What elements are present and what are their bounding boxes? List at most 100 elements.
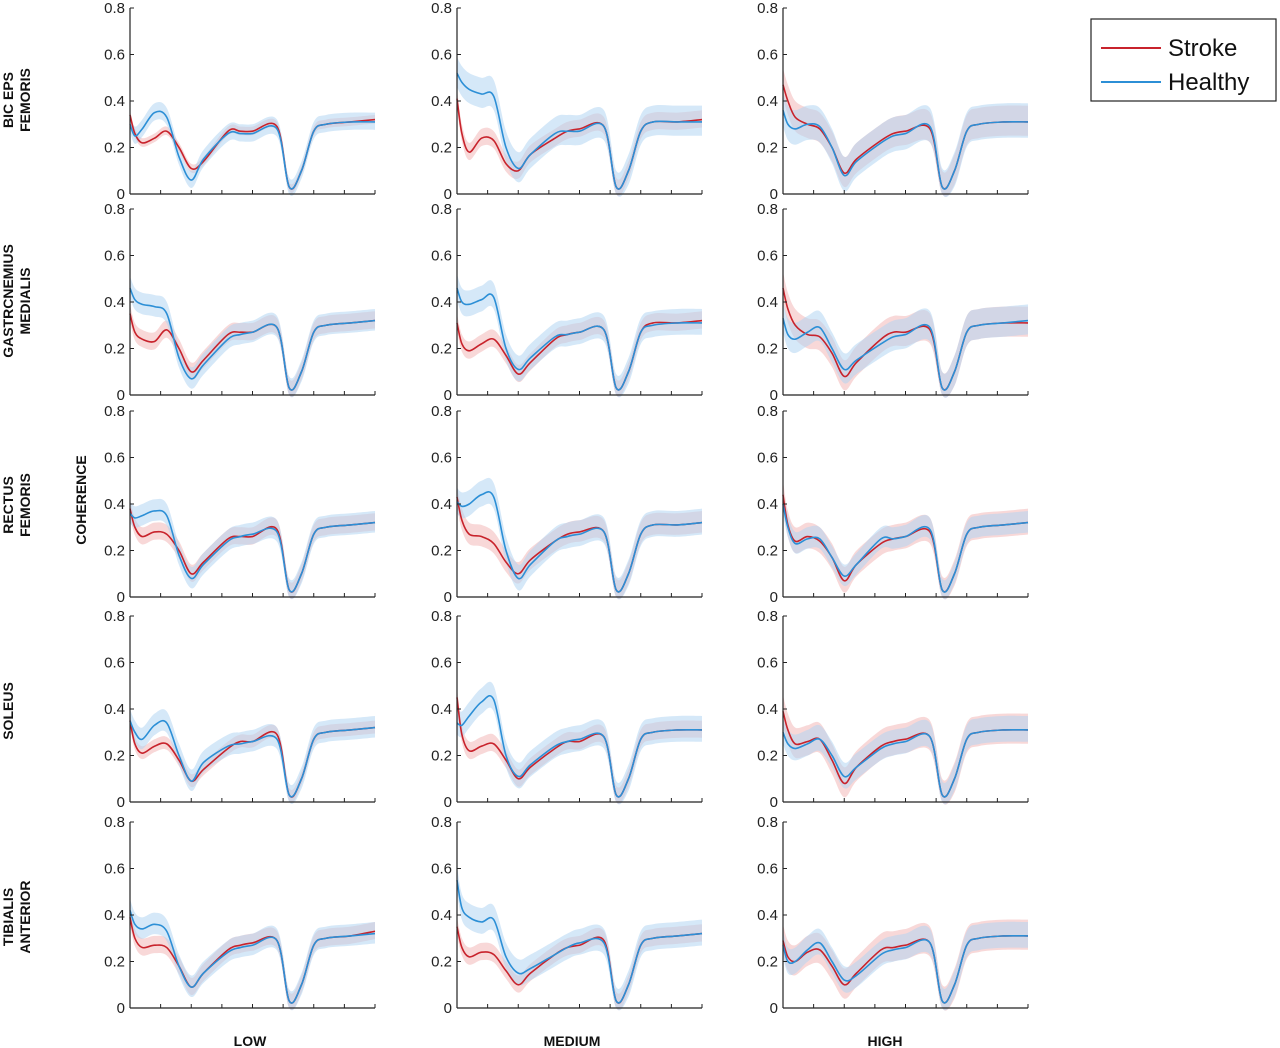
legend: Stroke Healthy xyxy=(1090,18,1277,102)
panel-r2-c0: 0 0.2 0.4 0.6 0.8 xyxy=(104,403,376,606)
row-label-4-line-0: TIBIALIS xyxy=(0,888,16,946)
panel-r2-c1: 0 0.2 0.4 0.6 0.8 xyxy=(431,403,703,606)
healthy-band-r1-c0 xyxy=(130,276,375,398)
y-tick-label-r2-c1-0: 0 xyxy=(444,589,452,606)
y-tick-label-r2-c0-2: 0.4 xyxy=(104,496,125,513)
panel-r4-c0: 0 0.2 0.4 0.6 0.8 xyxy=(104,814,376,1017)
y-tick-label-r2-c0-4: 0.8 xyxy=(104,403,125,420)
row-label-2-line-1: FEMORIS xyxy=(17,473,33,537)
y-tick-label-r1-c0-4: 0.8 xyxy=(104,201,125,218)
y-tick-label-r0-c1-3: 0.6 xyxy=(431,47,452,64)
healthy-band-r4-c2 xyxy=(783,921,1028,1011)
y-tick-label-r0-c0-3: 0.6 xyxy=(104,47,125,64)
panels-layer: 00.20.40.60.800.20.40.60.800.20.40.60.80… xyxy=(104,0,1029,1017)
y-tick-label-r2-c2-1: 0.2 xyxy=(757,543,778,560)
healthy-line-r0-c2 xyxy=(782,110,1029,190)
y-tick-label-r1-c1-2: 0.4 xyxy=(431,294,452,311)
panel-r0-c2: 0 0.2 0.4 0.6 0.8 xyxy=(757,0,1029,203)
y-tick-label-r3-c0-1: 0.2 xyxy=(104,748,125,765)
y-tick-label-r1-c0-0: 0 xyxy=(117,387,125,404)
y-tick-label-r4-c2-2: 0.4 xyxy=(757,907,778,924)
healthy-band-r2-c2 xyxy=(783,492,1028,600)
column-label-1: MEDIUM xyxy=(544,1033,601,1048)
y-tick-label-r3-c0-2: 0.4 xyxy=(104,701,125,718)
healthy-line-r2-c2 xyxy=(782,503,1029,593)
y-tick-label-r1-c1-3: 0.6 xyxy=(431,248,452,265)
healthy-line-r3-c2 xyxy=(782,728,1029,798)
y-tick-label-r3-c2-4: 0.8 xyxy=(757,608,778,625)
row-label-4-line-1: ANTERIOR xyxy=(17,880,33,953)
y-tick-label-r4-c2-1: 0.2 xyxy=(757,954,778,971)
y-tick-label-r3-c1-3: 0.6 xyxy=(431,655,452,672)
y-tick-label-r4-c0-3: 0.6 xyxy=(104,861,125,878)
y-tick-label-r4-c0-1: 0.2 xyxy=(104,954,125,971)
y-tick-label-r0-c1-2: 0.4 xyxy=(431,93,452,110)
healthy-band-r4-c0 xyxy=(130,898,375,1011)
y-tick-label-r1-c1-1: 0.2 xyxy=(431,341,452,358)
column-label-2: HIGH xyxy=(868,1033,903,1048)
y-tick-label-r1-c2-1: 0.2 xyxy=(757,341,778,358)
row-label-1-line-0: GASTRCNEMIUS xyxy=(0,244,16,358)
y-tick-label-r0-c0-1: 0.2 xyxy=(104,140,125,157)
legend-label-healthy: Healthy xyxy=(1168,69,1249,96)
y-tick-label-r1-c2-3: 0.6 xyxy=(757,248,778,265)
panel-r4-c1: 0 0.2 0.4 0.6 0.8 xyxy=(431,814,703,1017)
y-tick-label-r3-c1-4: 0.8 xyxy=(431,608,452,625)
healthy-band-r1-c2 xyxy=(783,302,1028,398)
y-tick-label-r3-c0-3: 0.6 xyxy=(104,655,125,672)
healthy-line-r1-c2 xyxy=(782,318,1029,391)
y-tick-label-r4-c1-0: 0 xyxy=(444,1000,452,1017)
y-tick-label-r0-c2-4: 0.8 xyxy=(757,0,778,17)
healthy-line-r4-c1 xyxy=(456,879,703,1004)
healthy-line-r2-c1 xyxy=(456,491,703,593)
healthy-band-r0-c2 xyxy=(783,91,1028,198)
healthy-band-r3-c2 xyxy=(783,715,1028,805)
y-tick-label-r2-c2-2: 0.4 xyxy=(757,496,778,513)
y-tick-label-r1-c1-0: 0 xyxy=(444,387,452,404)
legend-box xyxy=(1090,18,1277,102)
panel-r4-c2: 0 0.2 0.4 0.6 0.8 xyxy=(757,814,1029,1017)
y-tick-label-r0-c0-4: 0.8 xyxy=(104,0,125,17)
panel-r3-c1: 0 0.2 0.4 0.6 0.8 xyxy=(431,608,703,811)
healthy-line-r0-c0 xyxy=(129,110,376,190)
y-tick-label-r3-c2-1: 0.2 xyxy=(757,748,778,765)
y-tick-label-r4-c1-4: 0.8 xyxy=(431,814,452,831)
y-tick-label-r2-c2-3: 0.6 xyxy=(757,450,778,467)
healthy-band-r2-c1 xyxy=(457,477,702,600)
healthy-line-r4-c0 xyxy=(129,910,376,1004)
y-tick-label-r1-c0-3: 0.6 xyxy=(104,248,125,265)
y-tick-label-r3-c1-2: 0.4 xyxy=(431,701,452,718)
healthy-line-r1-c0 xyxy=(129,287,376,391)
healthy-line-r3-c0 xyxy=(129,719,376,798)
y-tick-label-r0-c0-2: 0.4 xyxy=(104,93,125,110)
y-tick-label-r1-c2-2: 0.4 xyxy=(757,294,778,311)
panel-r3-c2: 0 0.2 0.4 0.6 0.8 xyxy=(757,608,1029,811)
y-tick-label-r4-c0-2: 0.4 xyxy=(104,907,125,924)
y-tick-label-r4-c2-4: 0.8 xyxy=(757,814,778,831)
row-label-2-line-0: RECTUS xyxy=(0,476,16,534)
y-tick-label-r4-c0-4: 0.8 xyxy=(104,814,125,831)
y-tick-label-r4-c0-0: 0 xyxy=(117,1000,125,1017)
row-label-0-line-1: FEMORIS xyxy=(17,68,33,132)
y-tick-label-r0-c0-0: 0 xyxy=(117,186,125,203)
legend-label-stroke: Stroke xyxy=(1168,35,1237,62)
y-tick-label-r4-c2-0: 0 xyxy=(770,1000,778,1017)
row-label-1-line-1: MEDIALIS xyxy=(17,268,33,335)
healthy-band-r1-c1 xyxy=(457,274,702,398)
y-tick-label-r3-c1-1: 0.2 xyxy=(431,748,452,765)
healthy-line-r2-c0 xyxy=(129,509,376,593)
y-tick-label-r0-c2-1: 0.2 xyxy=(757,140,778,157)
y-tick-label-r4-c1-3: 0.6 xyxy=(431,861,452,878)
panel-r2-c2: 0 0.2 0.4 0.6 0.8 xyxy=(757,403,1029,606)
y-tick-label-r2-c0-0: 0 xyxy=(117,589,125,606)
panel-r3-c0: 0 0.2 0.4 0.6 0.8 xyxy=(104,608,376,811)
y-tick-label-r2-c1-2: 0.4 xyxy=(431,496,452,513)
y-tick-label-r2-c0-1: 0.2 xyxy=(104,543,125,560)
y-tick-label-r1-c0-1: 0.2 xyxy=(104,341,125,358)
y-tick-label-r0-c1-4: 0.8 xyxy=(431,0,452,17)
row-label-0-line-0: BIC EPS xyxy=(0,72,16,128)
y-tick-label-r1-c0-2: 0.4 xyxy=(104,294,125,311)
y-tick-label-r1-c1-4: 0.8 xyxy=(431,201,452,218)
column-label-0: LOW xyxy=(234,1033,267,1048)
